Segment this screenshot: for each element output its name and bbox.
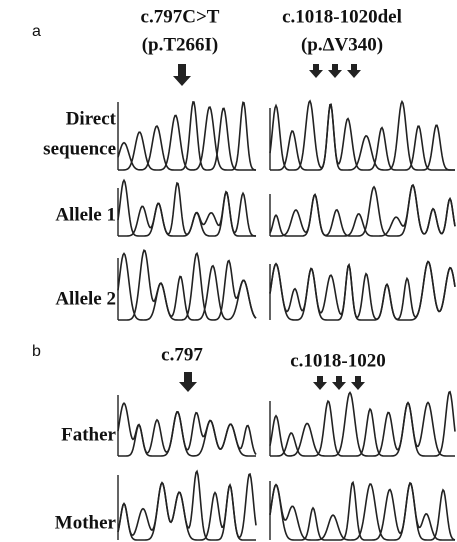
arrow	[173, 64, 191, 86]
trace	[118, 250, 256, 320]
trace	[270, 393, 455, 456]
mutation-label: c.797C>T	[141, 6, 220, 27]
arrow	[332, 376, 346, 390]
row-label: sequence	[43, 138, 116, 159]
trace	[118, 403, 256, 456]
mutation-label: c.797	[161, 344, 203, 365]
trace	[270, 102, 455, 170]
mutation-label: c.1018-1020del	[282, 6, 402, 27]
protein-label: (p.ΔV340)	[301, 34, 383, 55]
trace	[118, 180, 256, 236]
row-label: Allele 2	[55, 288, 116, 309]
panel-label: b	[32, 343, 41, 360]
figure: a c.797C>T (p.T266I) c.1018-1020del (p.Δ…	[0, 0, 457, 542]
chromatograms	[118, 101, 455, 540]
arrow	[179, 372, 197, 392]
row-label: Father	[61, 424, 116, 445]
protein-label: (p.T266I)	[142, 34, 219, 55]
trace	[270, 185, 455, 236]
trace	[118, 183, 256, 236]
arrow	[347, 64, 361, 78]
arrow	[328, 64, 342, 78]
trace	[270, 482, 455, 540]
row-label: Mother	[55, 512, 117, 533]
trace	[118, 102, 256, 170]
arrow	[309, 64, 323, 78]
trace	[270, 101, 455, 170]
mutation-label: c.1018-1020	[290, 350, 386, 371]
trace	[118, 474, 256, 540]
row-label: Direct	[66, 108, 117, 129]
row-label: Allele 1	[55, 204, 116, 225]
arrow	[313, 376, 327, 390]
trace	[270, 483, 455, 540]
trace	[270, 392, 455, 456]
arrow	[351, 376, 365, 390]
panel-label: a	[32, 23, 41, 40]
trace	[270, 262, 455, 320]
